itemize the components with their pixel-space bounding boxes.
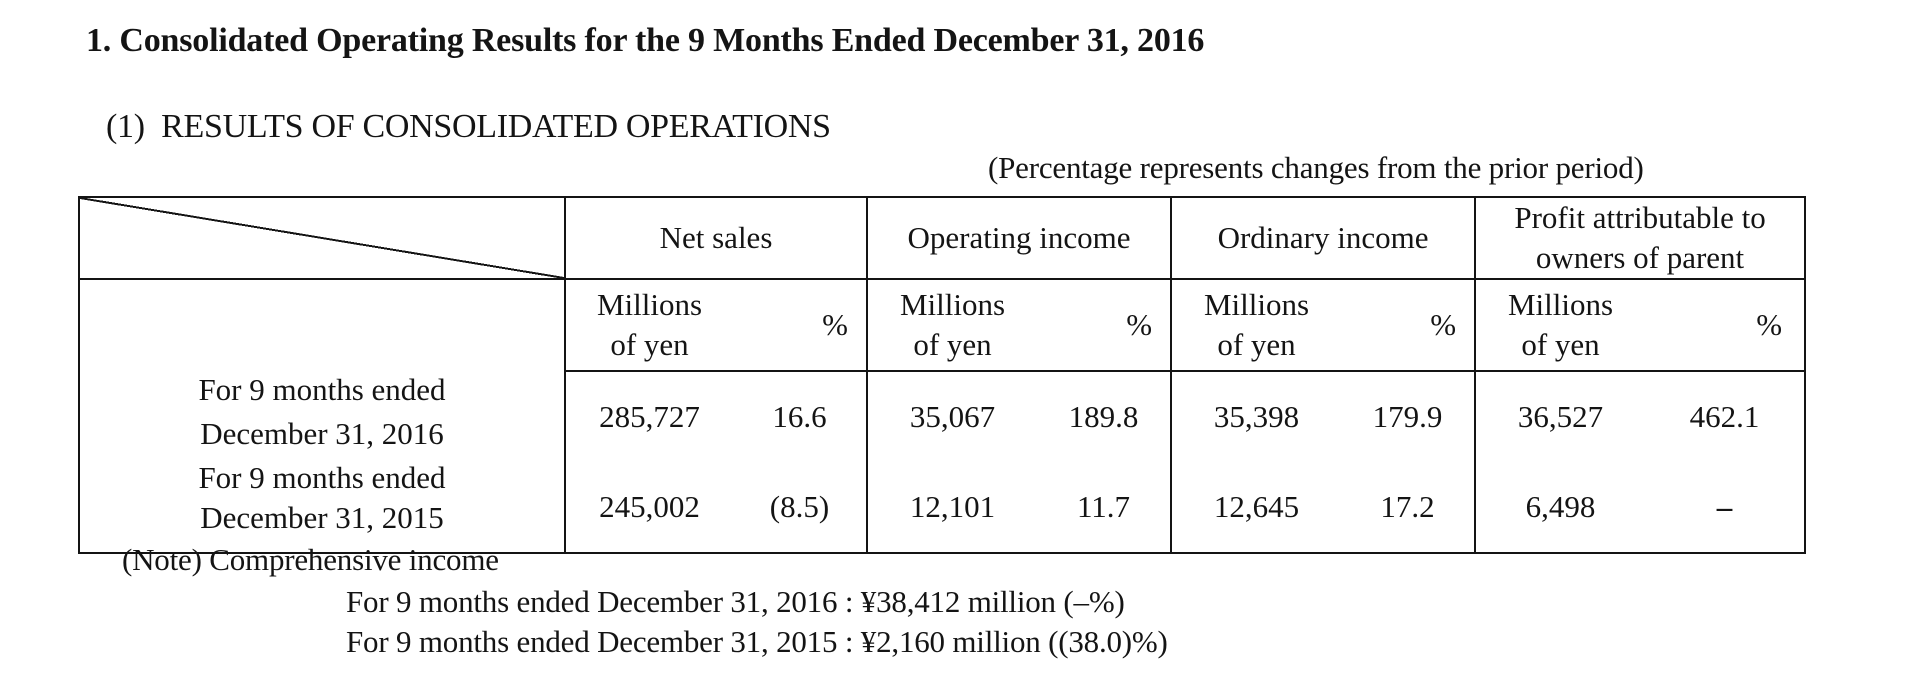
row-labels-cell: For 9 months ended December 31, 2016 For… <box>78 278 566 554</box>
cell-2015-operating-income: 12,101 <box>866 462 1037 554</box>
column-header-ordinary-income: Ordinary income <box>1170 196 1477 280</box>
unit-profit-attributable: Millions of yen <box>1474 278 1646 372</box>
note-line-2016: For 9 months ended December 31, 2016 : ¥… <box>346 584 1125 619</box>
cell-2016-profit-pct: 462.1 <box>1645 371 1807 462</box>
column-header-operating-income: Operating income <box>865 196 1173 280</box>
table-row: 285,727 16.6 35,067 189.8 35,398 179.9 3… <box>79 371 1807 462</box>
row-label-2015: For 9 months ended December 31, 2015 <box>80 456 564 546</box>
column-header-profit-line1: Profit attributable to <box>1514 200 1766 235</box>
row-label-2016-line1: For 9 months ended <box>198 372 446 407</box>
column-header-net-sales: Net sales <box>564 196 868 280</box>
header-corner-cell <box>78 196 566 280</box>
unit-ordinary-income: Millions of yen <box>1170 278 1342 372</box>
cell-2016-ordinary-income: 35,398 <box>1170 371 1342 462</box>
cell-2015-net-sales-pct: (8.5) <box>733 462 868 554</box>
table-row: 245,002 (8.5) 12,101 11.7 12,645 17.2 6,… <box>79 462 1807 554</box>
cell-2016-operating-income: 35,067 <box>866 371 1037 462</box>
row-label-2015-line2: December 31, 2015 <box>200 500 444 535</box>
cell-2015-operating-income-pct: 11.7 <box>1037 462 1173 554</box>
cell-2016-net-sales-pct: 16.6 <box>733 371 868 462</box>
unit-operating-income: Millions of yen <box>866 278 1037 372</box>
row-label-2016: For 9 months ended December 31, 2016 <box>80 368 564 456</box>
column-header-profit-line2: owners of parent <box>1535 240 1745 275</box>
percentage-note: (Percentage represents changes from the … <box>988 150 1644 185</box>
percent-net-sales: % <box>733 278 868 372</box>
cell-2016-operating-income-pct: 189.8 <box>1037 371 1173 462</box>
note-line-2015: For 9 months ended December 31, 2015 : ¥… <box>346 624 1168 659</box>
note-title: (Note) Comprehensive income <box>122 542 499 577</box>
cell-2016-net-sales: 285,727 <box>564 371 733 462</box>
cell-2016-ordinary-income-pct: 179.9 <box>1341 371 1477 462</box>
cell-2015-ordinary-income-pct: 17.2 <box>1341 462 1477 554</box>
subsection-heading: (1) RESULTS OF CONSOLIDATED OPERATIONS <box>106 108 831 145</box>
cell-2015-profit-pct: ‒ <box>1645 462 1807 554</box>
cell-2015-profit: 6,498 <box>1474 462 1646 554</box>
percent-operating-income: % <box>1037 278 1173 372</box>
row-label-2016-line2: December 31, 2016 <box>200 416 444 451</box>
section-heading: 1. Consolidated Operating Results for th… <box>86 22 1205 59</box>
column-header-profit-attributable: Profit attributable to owners of parent <box>1474 196 1807 280</box>
row-label-2015-line1: For 9 months ended <box>198 460 446 495</box>
results-table: Net sales Operating income Ordinary inco… <box>78 196 1807 554</box>
unit-net-sales: Millions of yen <box>564 278 733 372</box>
cell-2016-profit: 36,527 <box>1474 371 1646 462</box>
percent-ordinary-income: % <box>1341 278 1477 372</box>
cell-2015-net-sales: 245,002 <box>564 462 733 554</box>
percent-profit-attributable: % <box>1645 278 1807 372</box>
cell-2015-ordinary-income: 12,645 <box>1170 462 1342 554</box>
